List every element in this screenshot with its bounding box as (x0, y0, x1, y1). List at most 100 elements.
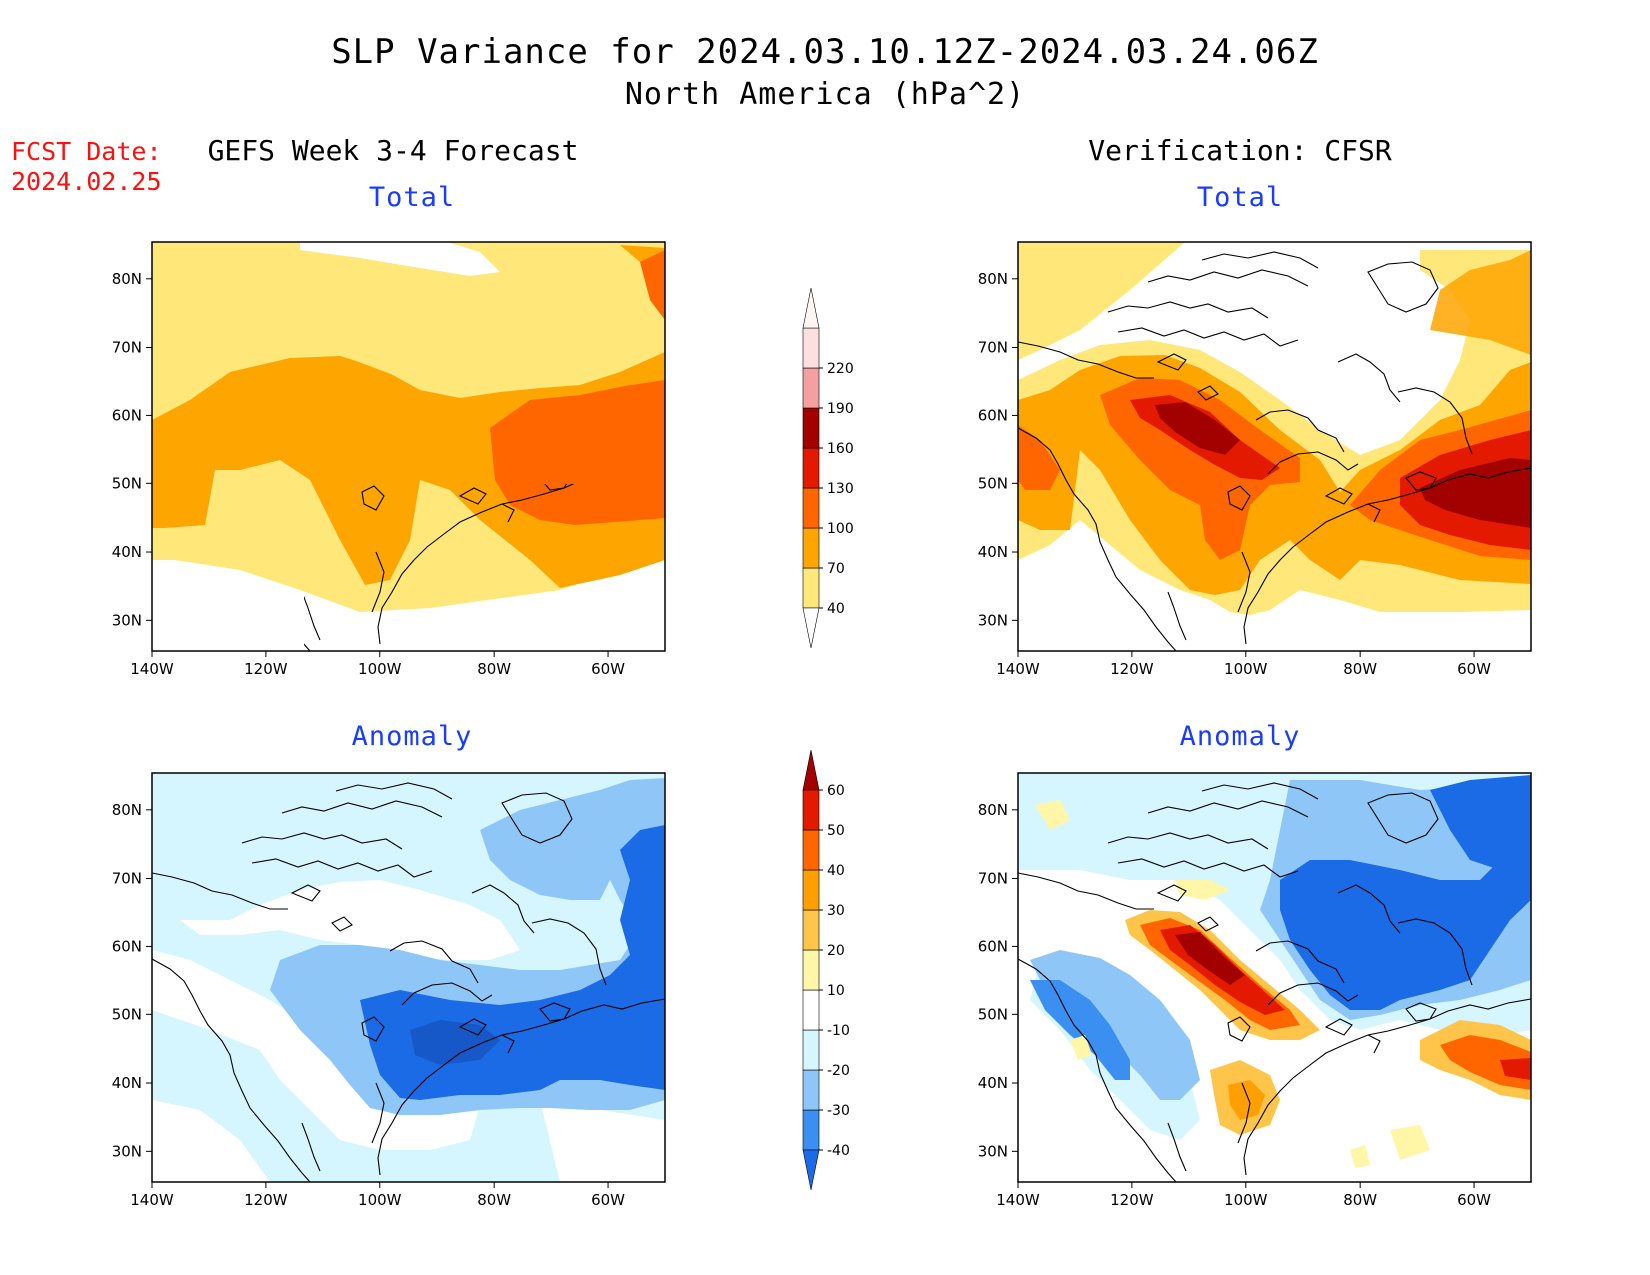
verification-anomaly-lat-label: 60N (978, 937, 1008, 955)
verification-anomaly-lat-label: 70N (978, 870, 1008, 888)
forecast-anomaly-lon-label: 80W (477, 1191, 511, 1209)
fcst-date-label: FCST Date: (11, 137, 162, 166)
verification-anomaly-lon-label: 100W (1224, 1191, 1268, 1209)
colorbar-anomaly-bottom-arrow (802, 1149, 820, 1191)
verification-total-lat-label: 50N (978, 474, 1008, 492)
verification-anomaly-lat-label: 30N (978, 1142, 1008, 1160)
colorbar-anomaly-swatch (802, 909, 820, 951)
colorbar-total-label: 130 (827, 481, 854, 497)
colorbar-total-label: 160 (827, 441, 854, 457)
colorbar-anomaly-swatch (802, 1029, 820, 1071)
colorbar-anomaly-label: 40 (827, 863, 845, 879)
verification-total-lon-label: 140W (996, 660, 1040, 678)
colorbar-total-label: 100 (827, 521, 854, 537)
verification-anomaly-lon-label: 80W (1343, 1191, 1377, 1209)
colorbar-total-swatch (802, 567, 820, 609)
forecast-anomaly-lat-label: 70N (112, 870, 142, 888)
verification-anomaly-map (1017, 772, 1532, 1183)
colorbar-anomaly-label: -10 (827, 1023, 850, 1039)
colorbar-anomaly-label: -30 (827, 1103, 850, 1119)
colorbar-anomaly: -40 -30 -20 -10 10 20 30 40 50 60 (802, 749, 850, 1191)
verification-total-title: Total (1196, 182, 1284, 213)
colorbar-anomaly-swatch (802, 829, 820, 871)
colorbar-total-swatch (802, 407, 820, 449)
colorbar-total-swatch (802, 367, 820, 409)
verification-anomaly-lat-label: 80N (978, 801, 1008, 819)
left-column-title: GEFS Week 3-4 Forecast (207, 134, 579, 167)
colorbar-anomaly-label: 50 (827, 823, 845, 839)
forecast-total-lon-label: 140W (130, 660, 174, 678)
verification-anomaly-lat-label: 40N (978, 1074, 1008, 1092)
colorbar-anomaly-swatch (802, 989, 820, 1031)
forecast-total-lat-label: 30N (112, 611, 142, 629)
colorbar-anomaly-swatch (802, 789, 820, 831)
colorbar-total-bottom-arrow (802, 607, 820, 649)
colorbar-anomaly-label: -40 (827, 1143, 850, 1159)
forecast-total-lat-label: 50N (112, 474, 142, 492)
verification-anomaly-lon-label: 140W (996, 1191, 1040, 1209)
forecast-total-lat-label: 40N (112, 543, 142, 561)
colorbar-anomaly-swatch (802, 1069, 820, 1111)
verification-total-lon-label: 80W (1343, 660, 1377, 678)
forecast-anomaly-lon-label: 60W (591, 1191, 625, 1209)
colorbar-anomaly-swatch (802, 1109, 820, 1151)
forecast-total-lat-label: 80N (112, 270, 142, 288)
colorbar-anomaly-label: 30 (827, 903, 845, 919)
forecast-total-lat-label: 60N (112, 406, 142, 424)
verification-anomaly-lon-label: 60W (1457, 1191, 1491, 1209)
colorbar-anomaly-swatch (802, 949, 820, 991)
verification-total-lat-label: 30N (978, 611, 1008, 629)
verification-total-lat-label: 40N (978, 543, 1008, 561)
colorbar-anomaly-label: -20 (827, 1063, 850, 1079)
colorbar-anomaly-label: 60 (827, 783, 845, 799)
verification-total-lat-label: 70N (978, 339, 1008, 357)
colorbar-anomaly-swatch (802, 869, 820, 911)
colorbar-anomaly-label: 10 (827, 983, 845, 999)
verification-total-lon-label: 100W (1224, 660, 1268, 678)
main-title: SLP Variance for 2024.03.10.12Z-2024.03.… (331, 32, 1319, 72)
colorbar-total-swatch (802, 527, 820, 569)
colorbar-total-top-arrow (802, 287, 820, 329)
axes-layer: 80N 70N 60N 50N 40N 30N 140W 120W 100W 80W 60W 80N 7… (112, 270, 1491, 1209)
verification-total-lat-label: 60N (978, 406, 1008, 424)
forecast-anomaly-lon-label: 140W (130, 1191, 174, 1209)
verification-total-lon-label: 60W (1457, 660, 1491, 678)
colorbar-anomaly-top-arrow (802, 749, 820, 791)
forecast-anomaly-lat-label: 60N (112, 937, 142, 955)
right-column-title: Verification: CFSR (1088, 134, 1392, 167)
forecast-anomaly-lat-label: 80N (112, 801, 142, 819)
verification-anomaly-lon-label: 120W (1110, 1191, 1154, 1209)
fcst-date: FCST Date: 2024.02.25 (11, 137, 162, 197)
forecast-total-lon-label: 120W (244, 660, 288, 678)
colorbar-total: 40 70 100 130 160 190 220 (802, 287, 854, 649)
forecast-anomaly-lat-label: 50N (112, 1005, 142, 1023)
forecast-anomaly-title: Anomaly (351, 721, 473, 752)
forecast-total-title: Total (368, 182, 456, 213)
main-subtitle: North America (hPa^2) (624, 77, 1026, 112)
forecast-anomaly-lon-label: 100W (358, 1191, 402, 1209)
verification-anomaly-lat-label: 50N (978, 1005, 1008, 1023)
colorbar-anomaly-label: 20 (827, 943, 845, 959)
forecast-total-map (151, 241, 666, 652)
forecast-anomaly-lat-label: 30N (112, 1142, 142, 1160)
colorbar-total-swatch (802, 327, 820, 369)
verification-total-lon-label: 120W (1110, 660, 1154, 678)
verification-total-lat-label: 80N (978, 270, 1008, 288)
forecast-total-lon-label: 60W (591, 660, 625, 678)
forecast-anomaly-lon-label: 120W (244, 1191, 288, 1209)
forecast-total-lat-label: 70N (112, 339, 142, 357)
colorbar-total-label: 220 (827, 361, 854, 377)
forecast-total-lon-label: 80W (477, 660, 511, 678)
colorbar-total-label: 190 (827, 401, 854, 417)
forecast-anomaly-lat-label: 40N (112, 1074, 142, 1092)
fcst-date-value: 2024.02.25 (11, 167, 162, 196)
forecast-anomaly-map (151, 772, 666, 1183)
colorbar-total-swatch (802, 447, 820, 489)
verification-anomaly-title: Anomaly (1179, 721, 1301, 752)
colorbar-total-label: 40 (827, 601, 845, 617)
verification-total-map (1017, 241, 1532, 652)
forecast-total-lon-label: 100W (358, 660, 402, 678)
colorbar-total-swatch (802, 487, 820, 529)
colorbar-total-label: 70 (827, 561, 845, 577)
